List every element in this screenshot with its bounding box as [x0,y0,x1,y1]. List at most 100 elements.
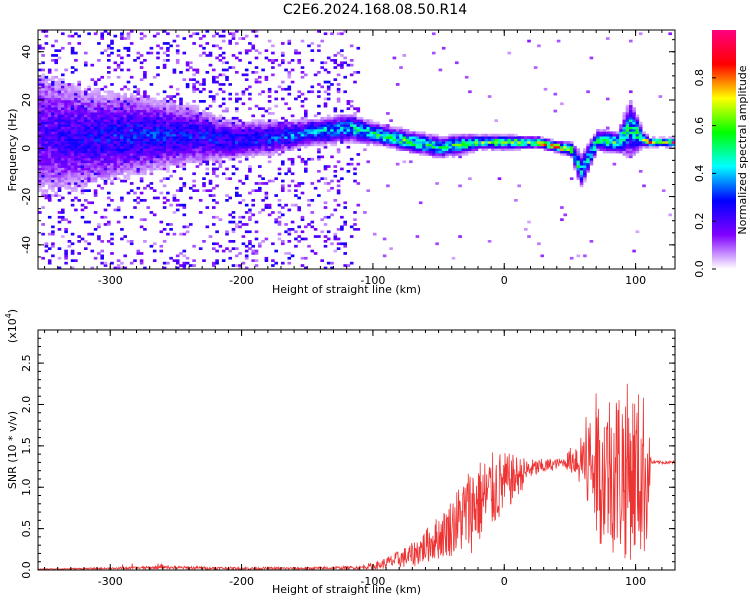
spectrogram-cell [54,138,58,142]
spectrogram-cell [41,191,45,195]
spectrogram-cell [323,61,328,65]
spectrogram-cell [166,138,170,142]
spectrogram-cell [622,150,627,154]
spectrogram-cell [277,203,282,207]
spectrogram-cell [192,160,196,164]
spectrogram-cell [139,104,144,108]
spectrogram-cell [185,131,190,135]
spectrogram-cell [74,259,78,262]
spectrogram-cell [317,155,321,159]
spectrogram-cell [464,75,469,79]
plot1-x-tick-label: -200 [229,274,254,287]
spectrogram-cell [353,218,357,221]
spectrogram-cell [116,126,121,130]
spectrogram-cell [372,133,377,137]
spectrogram-cell [195,107,200,110]
spectrogram-cell [116,119,121,122]
spectrogram-cell [254,249,259,253]
spectrogram-cell [326,121,331,125]
spectrogram-cell [661,138,666,142]
spectrogram-cell [451,133,456,137]
spectrogram-cell [294,129,298,132]
spectrogram-cell [264,194,269,197]
spectrogram-cell [172,153,177,156]
spectrogram-cell [241,141,246,144]
spectrogram-cell [120,124,124,127]
spectrogram-cell [80,100,85,103]
spectrogram-cell [152,131,157,135]
spectrogram-cell [363,133,367,137]
spectrogram-cell [455,133,459,137]
spectrogram-cell [139,259,144,262]
spectrogram-cell [123,160,127,164]
spectrogram-cell [87,153,91,156]
spectrogram-cell [107,97,111,101]
spectrogram-cell [179,100,183,103]
spectrogram-cell [300,104,305,108]
spectrogram-cell [80,191,85,195]
spectrogram-cell [205,155,210,159]
spectrogram-cell [38,145,42,149]
spectrogram-cell [156,157,160,161]
spectrogram-cell [38,92,42,96]
spectrogram-cell [67,97,72,101]
spectrogram-cell [254,143,259,147]
spectrogram-cell [80,182,85,185]
spectrogram-cell [47,112,52,115]
spectrogram-cell [231,66,236,69]
spectrogram-cell [264,153,269,156]
spectrogram-cell [189,112,193,115]
spectrogram-cell [103,112,108,115]
spectrogram-cell [139,109,144,113]
spectrogram-cell [287,75,292,79]
spectrogram-cell [409,150,413,154]
spectrogram-cell [228,42,232,45]
spectrogram-cell [166,42,170,45]
spectrogram-cell [51,155,55,159]
spectrogram-cell [93,211,98,214]
spectrogram-cell [100,162,104,166]
spectrogram-cell [277,124,282,127]
spectrogram-cell [228,143,232,147]
spectrogram-cell [284,141,288,144]
spectrogram-cell [87,116,91,120]
spectrogram-cell [432,32,436,36]
spectrogram-cell [149,165,154,168]
spectrogram-cell [212,97,216,101]
spectrogram-cell [152,157,157,161]
spectrogram-cell [510,143,515,147]
spectrogram-cell [195,143,200,147]
spectrogram-cell [189,131,193,135]
spectrogram-cell [80,203,85,207]
spectrogram-cell [550,148,554,151]
spectrogram-cell [87,174,91,178]
spectrogram-cell [294,203,298,207]
spectrogram-cell [179,71,183,74]
spectrogram-cell [54,141,58,144]
spectrogram-cell [215,259,219,262]
spectrogram-cell [304,121,308,125]
spectrogram-cell [271,242,275,246]
spectrogram-cell [61,177,65,180]
spectrogram-cell [67,129,72,132]
spectrogram-cell [592,148,597,151]
spectrogram-cell [501,148,505,151]
spectrogram-cell [162,124,167,127]
spectrogram-cell [136,165,141,168]
spectrogram-cell [336,136,341,139]
spectrogram-cell [405,136,410,139]
spectrogram-cell [133,160,137,164]
spectrogram-cell [592,138,597,142]
spectrogram-cell [553,109,558,113]
spectrogram-cell [599,129,604,132]
spectrogram-cell [202,184,206,188]
spectrogram-cell [323,138,328,142]
spectrogram-cell [231,124,236,127]
spectrogram-cell [103,49,108,52]
spectrogram-cell [576,160,581,164]
spectrogram-cell [228,39,232,43]
spectrogram-cell [38,97,42,101]
spectrogram-cell [195,116,200,120]
spectrogram-cell [635,150,640,154]
spectrogram-cell [166,109,170,113]
